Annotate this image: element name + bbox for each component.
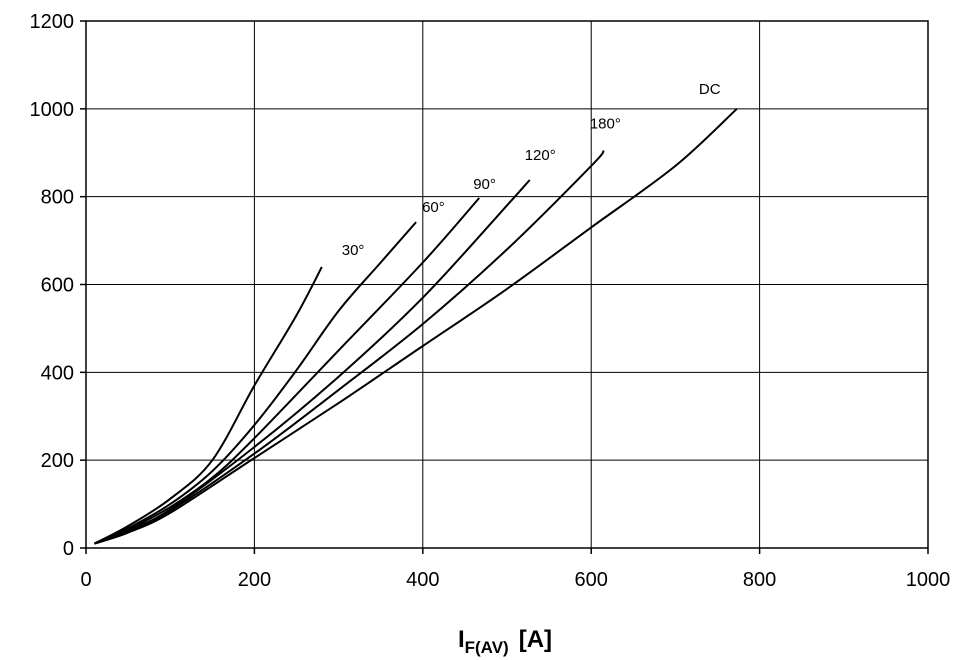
x-tick-label: 800: [743, 569, 776, 591]
tick-labels: 0 200 400 600 800 1000 0 200 400 600 800 1000 1200: [30, 11, 951, 591]
series-group: [93, 108, 738, 545]
series-label: DC: [699, 81, 721, 98]
series-labels: 30° 60° 90° 120° 180° DC: [342, 81, 721, 259]
series-line: [93, 221, 417, 545]
series-label: 180°: [590, 116, 621, 133]
grid-lines: [80, 20, 929, 554]
x-axis-label-subscript: F(AV): [465, 638, 509, 657]
series-label: 120°: [525, 147, 556, 164]
x-axis-label-unit: [A]: [519, 626, 552, 653]
x-tick-label: 1000: [906, 569, 951, 591]
x-axis-label: IF(AV) [A]: [458, 626, 552, 657]
series-label: 30°: [342, 242, 365, 259]
series-line: [94, 179, 531, 545]
x-tick-label: 600: [575, 569, 608, 591]
y-tick-label: 0: [63, 538, 74, 560]
series-label: 60°: [422, 199, 445, 216]
plot-frame: [85, 20, 929, 549]
x-tick-label: 200: [238, 569, 271, 591]
y-tick-label: 1000: [30, 99, 75, 121]
series-line: [94, 108, 738, 545]
y-tick-label: 800: [41, 187, 74, 209]
x-tick-label: 400: [406, 569, 439, 591]
series-label: 90°: [473, 176, 496, 193]
y-tick-label: 200: [41, 450, 74, 472]
y-tick-label: 400: [41, 362, 74, 384]
series-line: [94, 149, 605, 545]
series-line: [93, 266, 323, 545]
x-axis-label-main: I: [458, 626, 465, 653]
x-tick-label: 0: [80, 569, 91, 591]
y-tick-label: 1200: [30, 11, 75, 33]
y-tick-label: 600: [41, 275, 74, 297]
series-line: [94, 197, 480, 545]
